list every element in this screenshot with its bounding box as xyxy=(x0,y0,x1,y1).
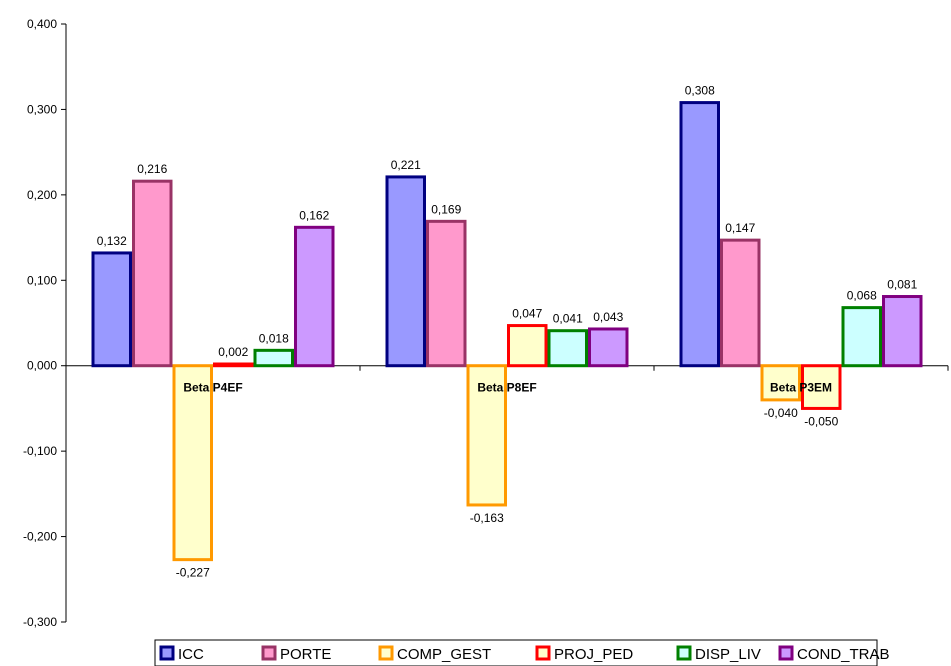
data-label: 0,169 xyxy=(431,202,461,216)
bar-cond-trab xyxy=(588,327,629,368)
legend: ICC PORTE COMP_GEST PROJ_PED DISP_LIV COND_TR… xyxy=(154,639,890,666)
bar-disp-liv xyxy=(253,348,294,368)
data-label: 0,308 xyxy=(685,84,715,98)
bar-comp-gest xyxy=(760,364,801,402)
data-label: -0,163 xyxy=(470,511,504,525)
bar-icc xyxy=(385,175,426,368)
data-label: -0,040 xyxy=(764,406,798,420)
legend-swatch xyxy=(535,645,551,661)
bars xyxy=(91,101,923,562)
legend-swatch xyxy=(378,645,394,661)
data-label: 0,068 xyxy=(847,289,877,303)
bar-cond-trab xyxy=(294,225,335,368)
legend-label: COMP_GEST xyxy=(397,646,491,663)
y-axis: 0,400 0,300 0,200 0,100 0,000 -0,100 -0,200 -0,… xyxy=(23,17,67,629)
bar-disp-liv xyxy=(547,329,588,368)
data-label: 0,221 xyxy=(391,158,421,172)
category-label: Beta P3EM xyxy=(770,381,832,395)
legend-swatch xyxy=(159,645,175,661)
data-label: 0,018 xyxy=(259,331,289,345)
bar-porte xyxy=(426,219,467,368)
bar-comp-gest xyxy=(172,364,213,562)
y-tick-label: 0,400 xyxy=(27,17,57,31)
y-tick-label: 0,200 xyxy=(27,188,57,202)
y-tick-label: 0,300 xyxy=(27,102,57,116)
data-label: 0,041 xyxy=(553,312,583,326)
y-tick-label: -0,100 xyxy=(23,444,57,458)
data-labels: 0,132 0,221 0,308 0,216 0,169 0,147 -0,227 -0,1… xyxy=(97,84,918,580)
bar-cond-trab xyxy=(882,295,923,368)
category-labels: Beta P4EF Beta P8EF Beta P3EM xyxy=(183,381,832,395)
data-label: 0,162 xyxy=(299,208,329,222)
data-label: -0,227 xyxy=(176,566,210,580)
y-tick-label: 0,000 xyxy=(27,359,57,373)
legend-label: PORTE xyxy=(280,646,331,663)
bar-proj-ped xyxy=(213,362,254,368)
data-label: 0,147 xyxy=(725,221,755,235)
bar-comp-gest xyxy=(466,364,507,507)
bar-disp-liv xyxy=(841,306,882,368)
data-label: 0,002 xyxy=(218,345,248,359)
y-tick-label: -0,200 xyxy=(23,530,57,544)
legend-label: ICC xyxy=(178,646,204,663)
data-label: 0,216 xyxy=(137,162,167,176)
legend-label: DISP_LIV xyxy=(695,646,761,663)
bar-porte xyxy=(720,238,761,368)
category-label: Beta P4EF xyxy=(183,381,242,395)
bar-proj-ped xyxy=(507,324,548,368)
bar-porte xyxy=(132,179,173,368)
data-label: 0,081 xyxy=(887,278,917,292)
data-label: -0,050 xyxy=(804,414,838,428)
data-label: 0,047 xyxy=(512,307,542,321)
bar-icc xyxy=(91,251,132,368)
y-tick-label: -0,300 xyxy=(23,615,57,629)
legend-swatch xyxy=(778,645,794,661)
legend-swatch xyxy=(676,645,692,661)
data-label: 0,132 xyxy=(97,234,127,248)
legend-swatch xyxy=(261,645,277,661)
bar-proj-ped xyxy=(801,364,842,410)
y-tick-label: 0,100 xyxy=(27,273,57,287)
legend-label: PROJ_PED xyxy=(554,646,633,663)
legend-label: COND_TRAB xyxy=(797,646,890,663)
bar-icc xyxy=(679,101,720,368)
category-label: Beta P8EF xyxy=(477,381,536,395)
data-label: 0,043 xyxy=(593,310,623,324)
